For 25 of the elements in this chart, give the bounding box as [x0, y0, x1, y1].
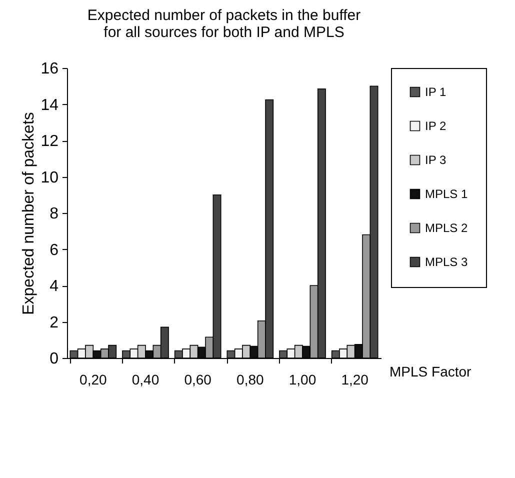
- legend-label: MPLS 3: [425, 255, 468, 269]
- legend-label: MPLS 1: [425, 187, 468, 201]
- legend-label: IP 1: [425, 85, 446, 99]
- legend-label: IP 2: [425, 119, 446, 133]
- y-tick-label: 16: [40, 60, 59, 78]
- x-tick-label: 0,40: [132, 372, 160, 388]
- x-tick-label: 0,20: [80, 372, 108, 388]
- x-axis-title: MPLS Factor: [390, 364, 472, 380]
- x-tick-label: 0,80: [236, 372, 264, 388]
- y-tick-label: 12: [40, 133, 59, 150]
- x-tick-label: 1,00: [288, 372, 316, 388]
- y-tick-label: 2: [50, 314, 59, 332]
- y-tick-label: 0: [50, 350, 59, 368]
- y-tick-label: 8: [50, 206, 59, 222]
- x-tick-label: 0,60: [184, 372, 212, 388]
- y-tick-label: 10: [40, 169, 59, 186]
- legend-label: MPLS 2: [425, 221, 468, 235]
- y-axis-title: Expected number of packets: [20, 112, 38, 315]
- y-tick-label: 14: [40, 96, 59, 114]
- y-tick-label: 4: [50, 278, 59, 295]
- text: for all sources for both IP and MPLS: [104, 24, 344, 41]
- y-tick-label: 6: [50, 242, 59, 259]
- legend-label: IP 3: [425, 153, 446, 167]
- x-tick-label: 1,20: [341, 372, 369, 388]
- text: Expected number of packets in the buffer: [87, 7, 361, 24]
